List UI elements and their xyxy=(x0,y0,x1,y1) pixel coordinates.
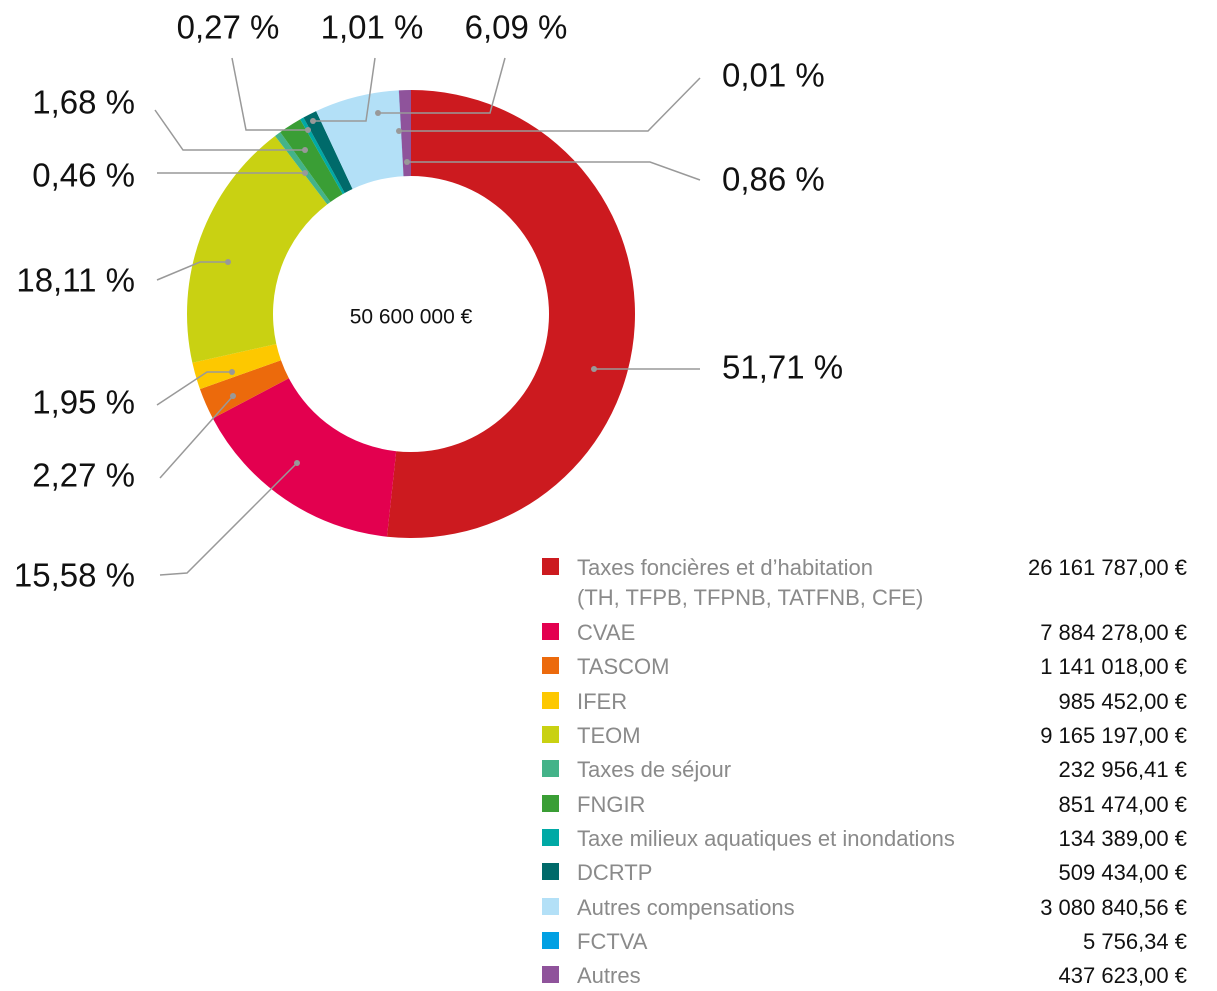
legend-label: IFER xyxy=(577,688,628,714)
donut-slice xyxy=(280,119,343,202)
legend-swatch xyxy=(542,623,559,641)
legend-amount: 1 141 018,00 € xyxy=(1040,654,1187,680)
callout-line xyxy=(159,395,234,479)
donut-slice xyxy=(199,360,289,419)
callout-line xyxy=(159,462,298,576)
legend-label: Autres xyxy=(577,963,641,989)
callout-dot xyxy=(229,369,235,375)
center-label: 50 600 000 € xyxy=(350,306,473,329)
callout-dot xyxy=(375,110,381,116)
callout-dot xyxy=(230,393,236,399)
legend-amount: 5 756,34 € xyxy=(1083,928,1187,954)
legend-label: Taxe milieux aquatiques et inondations xyxy=(577,825,955,851)
donut-slice xyxy=(212,378,397,537)
legend-swatch xyxy=(542,966,559,984)
percent-label: 0,86 % xyxy=(722,161,825,198)
legend-amount: 7 884 278,00 € xyxy=(1040,620,1187,646)
callout-dot xyxy=(302,147,308,153)
percent-label: 0,27 % xyxy=(177,9,280,46)
percent-label: 6,09 % xyxy=(465,9,568,46)
legend-row: Taxe milieux aquatiques et inondations 13… xyxy=(542,824,1187,854)
callout-line xyxy=(231,57,308,131)
callout-line xyxy=(313,57,376,122)
donut-slice xyxy=(192,344,281,390)
donut-slice xyxy=(300,117,345,195)
legend-row: Taxes de séjour 232 956,41 € xyxy=(542,755,1187,785)
legend-row: TEOM 9 165 197,00 € xyxy=(542,721,1187,751)
legend-label: DCRTP xyxy=(577,860,653,886)
legend-amount: 232 956,41 € xyxy=(1058,757,1187,783)
slices xyxy=(187,90,635,538)
legend-label: CVAE xyxy=(577,620,636,646)
donut-slice xyxy=(386,90,635,538)
legend-amount: 9 165 197,00 € xyxy=(1040,723,1187,749)
callout-dot xyxy=(225,259,231,265)
legend-row: Autres 437 623,00 € xyxy=(542,961,1187,991)
legend-amount: 134 389,00 € xyxy=(1058,825,1187,851)
legend-swatch xyxy=(542,863,559,881)
legend-swatch xyxy=(542,828,559,846)
callout-dot xyxy=(305,127,311,133)
legend-row: Taxes foncières et d’habitation (TH, TFP… xyxy=(542,553,1187,610)
callout-dot xyxy=(294,460,300,466)
legend-amount: 985 452,00 € xyxy=(1058,688,1187,714)
legend-row: IFER 985 452,00 € xyxy=(542,687,1187,717)
callout-line xyxy=(407,161,701,181)
percent-label: 1,01 % xyxy=(321,9,424,46)
legend-row: FCTVA 5 756,34 € xyxy=(542,927,1187,957)
percent-label: 51,71 % xyxy=(722,349,843,386)
callout-line xyxy=(156,371,232,406)
legend-swatch xyxy=(542,558,559,575)
legend-row: CVAE 7 884 278,00 € xyxy=(542,618,1187,648)
callout-line xyxy=(156,261,228,281)
callout-line xyxy=(154,109,305,151)
legend-amount: 851 474,00 € xyxy=(1058,791,1187,817)
percent-label: 0,01 % xyxy=(722,57,825,94)
legend-amount: 26 161 787,00 € xyxy=(1027,555,1187,580)
percent-label: 15,58 % xyxy=(14,557,135,594)
legend-swatch xyxy=(542,897,559,915)
percent-label: 2,27 % xyxy=(32,457,135,494)
legend-swatch xyxy=(542,760,559,778)
donut-slice xyxy=(303,111,353,193)
legend-row: Autres compensations 3 080 840,56 € xyxy=(542,893,1187,923)
donut-slice xyxy=(398,90,404,177)
callout-line xyxy=(399,77,701,132)
callout-dot xyxy=(310,118,316,124)
legend-swatch xyxy=(542,691,559,709)
donut-slice xyxy=(398,90,411,177)
legend-row: FNGIR 851 474,00 € xyxy=(542,790,1187,820)
legend-swatch xyxy=(542,726,559,744)
percent-label: 18,11 % xyxy=(16,262,135,299)
legend-label: TASCOM xyxy=(577,654,670,680)
legend-swatch xyxy=(542,657,559,675)
legend-label: Autres compensations xyxy=(577,894,795,920)
legend-swatch xyxy=(542,794,559,812)
legend-label: FCTVA xyxy=(577,928,648,954)
legend-amount: 509 434,00 € xyxy=(1058,860,1187,886)
legend-amount: 437 623,00 € xyxy=(1058,963,1187,989)
legend-label: Taxes foncières et d’habitation (TH, TFP… xyxy=(577,555,924,610)
percent-label: 1,95 % xyxy=(32,384,135,421)
legend-label: FNGIR xyxy=(577,791,646,817)
callout-dot xyxy=(404,159,410,165)
legend-label: TEOM xyxy=(577,723,641,749)
callout-dot xyxy=(302,170,308,176)
callout-dot xyxy=(591,366,597,372)
callout-dot xyxy=(396,128,402,134)
legend-row: DCRTP 509 434,00 € xyxy=(542,858,1187,888)
legend-row: TASCOM 1 141 018,00 € xyxy=(542,652,1187,682)
legend-swatch xyxy=(542,931,559,949)
donut-slice xyxy=(316,90,404,189)
legend-label: Taxes de séjour xyxy=(577,757,732,783)
percent-label: 0,46 % xyxy=(32,157,135,194)
legend-amount: 3 080 840,56 € xyxy=(1040,894,1187,920)
donut-slice xyxy=(187,135,328,363)
percent-label: 1,68 % xyxy=(32,84,135,121)
callout-line xyxy=(378,57,506,114)
